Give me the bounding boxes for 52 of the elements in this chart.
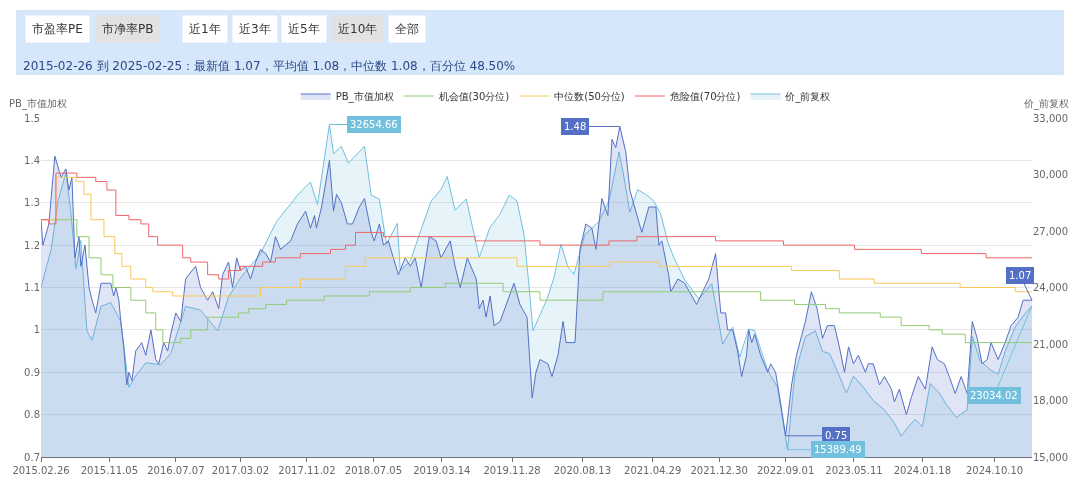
y2-tick-label: 24,000 — [1033, 282, 1068, 293]
legend-label: 危险值(70分位) — [669, 90, 741, 102]
x-tick-label: 2015.02.26 — [12, 465, 70, 476]
y-tick-label: 0.8 — [24, 409, 40, 421]
y2-tick-label: 27,000 — [1033, 225, 1068, 237]
y-tick-label: 1.3 — [24, 197, 40, 209]
x-tick-label: 2019.03.14 — [413, 465, 471, 476]
y-tick-label: 1.5 — [24, 112, 40, 124]
x-tick-label: 2015.11.05 — [80, 465, 139, 476]
text: 市盈率PE — [32, 22, 83, 36]
x-tick-label: 2021.12.30 — [690, 465, 748, 476]
y-tick-label: 1 — [33, 324, 40, 336]
text: 近3年 — [239, 22, 271, 36]
data-label: 0.75 — [825, 430, 848, 441]
text: 市净率PB — [102, 22, 154, 36]
x-tick-label: 2016.07.07 — [147, 465, 205, 476]
x-tick-label: 2018.07.05 — [344, 465, 403, 476]
y2-tick-label: 15,000 — [1033, 451, 1068, 463]
x-tick-label: 2024.01.18 — [893, 465, 951, 476]
x-tick-label: 2023.05.11 — [825, 465, 883, 476]
x-tick-label: 2024.10.10 — [965, 465, 1024, 476]
x-tick-label: 2021.04.29 — [624, 465, 682, 476]
x-tick-label: 2019.11.28 — [483, 465, 541, 476]
x-tick-label: 2022.09.01 — [756, 465, 815, 476]
y2-tick-label: 33,000 — [1033, 112, 1068, 124]
legend-label: 价_前复权 — [784, 90, 831, 103]
y2-axis-title: 价_前复权 — [1023, 98, 1069, 110]
x-tick-label: 2020.08.13 — [553, 465, 611, 476]
text: 近1年 — [189, 22, 221, 36]
y-tick-label: 0.7 — [24, 451, 40, 463]
y2-tick-label: 21,000 — [1033, 338, 1068, 350]
data-label: 15389.49 — [814, 444, 862, 455]
x-tick-label: 2017.11.02 — [278, 465, 336, 476]
data-label: 23034.02 — [970, 390, 1018, 401]
y-tick-label: 0.9 — [24, 366, 40, 378]
legend-label: PB_市值加权 — [335, 90, 394, 103]
y-tick-label: 1.2 — [24, 239, 40, 251]
legend-label: 中位数(50分位) — [554, 90, 625, 102]
y-tick-label: 1.4 — [24, 154, 40, 166]
text: 全部 — [395, 22, 419, 36]
data-label: 32654.66 — [350, 119, 398, 130]
text: 近5年 — [288, 22, 320, 36]
chart-subtitle: 2015-02-26 到 2025-02-25：最新值 1.07，平均值 1.08，中位数 1.08，百分位 48.50% — [23, 59, 516, 73]
data-label: 1.07 — [1009, 270, 1032, 281]
y-axis-title: PB_市值加权 — [9, 98, 67, 110]
data-label: 1.48 — [564, 121, 587, 132]
y2-tick-label: 30,000 — [1033, 169, 1068, 180]
y2-tick-label: 18,000 — [1033, 395, 1068, 406]
x-tick-label: 2017.03.02 — [211, 465, 270, 476]
y-tick-label: 1.1 — [24, 282, 40, 293]
legend-label: 机会值(30分位) — [438, 90, 510, 102]
text: 近10年 — [338, 22, 378, 36]
